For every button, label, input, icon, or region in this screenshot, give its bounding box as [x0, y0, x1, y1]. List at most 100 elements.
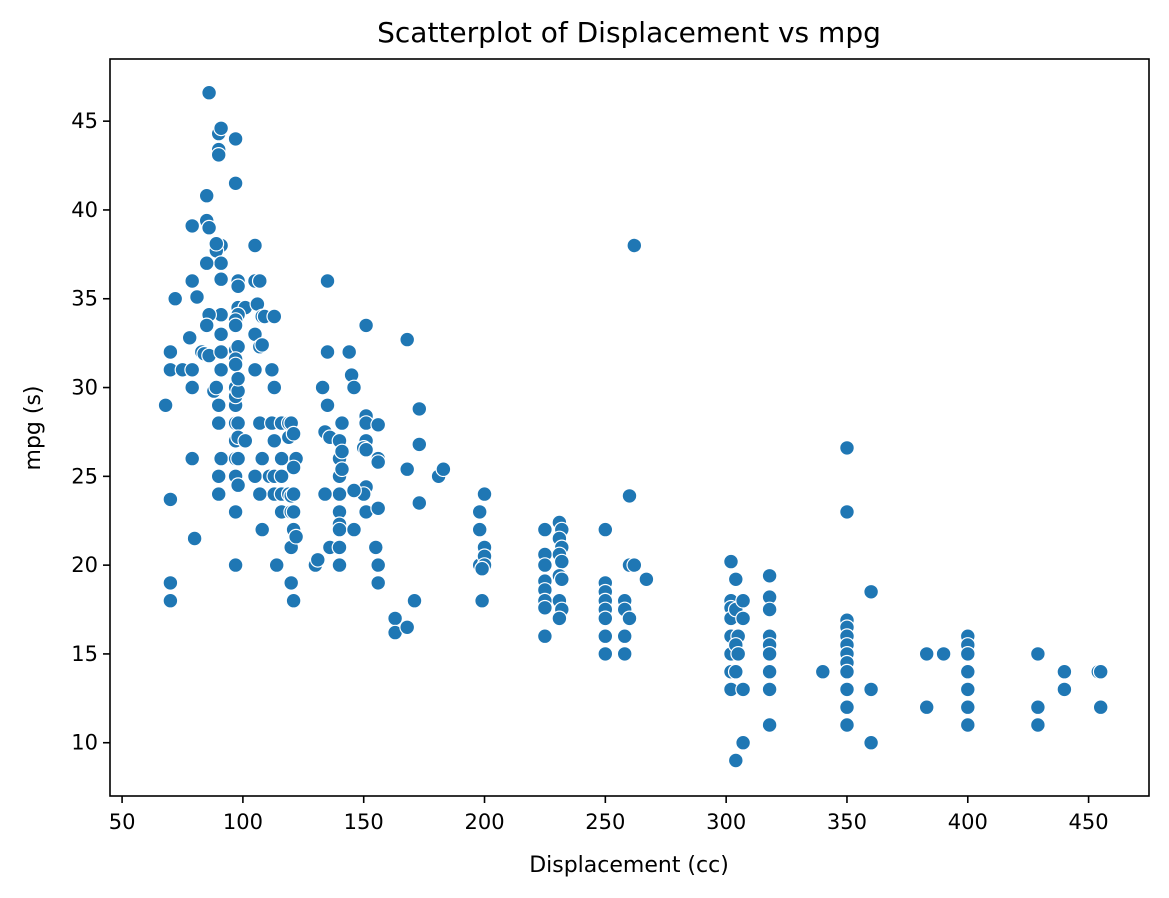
chart-title: Scatterplot of Displacement vs mpg	[377, 16, 881, 49]
x-tick-label: 100	[223, 810, 263, 834]
data-point	[210, 415, 227, 432]
data-point	[863, 583, 879, 600]
data-point	[735, 592, 751, 609]
data-point	[553, 571, 570, 588]
data-point	[761, 646, 778, 662]
data-point	[723, 553, 739, 570]
data-point	[863, 681, 879, 698]
data-point	[334, 443, 350, 460]
data-point	[411, 401, 428, 417]
data-point	[213, 120, 230, 137]
data-point	[181, 329, 198, 346]
data-point	[471, 504, 488, 520]
data-point	[213, 344, 230, 360]
data-point	[314, 379, 331, 396]
data-point	[285, 592, 302, 609]
data-point	[761, 681, 778, 698]
data-point	[213, 255, 230, 272]
data-point	[341, 344, 358, 360]
data-point	[761, 601, 778, 618]
data-point	[387, 610, 404, 627]
data-point	[319, 273, 336, 289]
data-point	[162, 592, 179, 609]
x-tick-label: 350	[827, 810, 867, 834]
data-point	[331, 521, 348, 538]
data-point	[210, 486, 227, 503]
data-point	[597, 628, 614, 645]
data-point	[331, 486, 348, 503]
x-tick-label: 400	[948, 810, 988, 834]
data-point	[273, 468, 290, 485]
data-point	[471, 521, 488, 538]
data-point	[761, 717, 778, 733]
data-point	[616, 628, 633, 645]
data-point	[283, 575, 300, 591]
data-point	[346, 379, 362, 396]
data-point	[537, 628, 553, 645]
data-point	[227, 356, 244, 373]
data-point	[198, 187, 215, 204]
y-axis-label: mpg (s)	[21, 386, 46, 471]
data-point	[213, 450, 230, 467]
data-point	[230, 477, 247, 494]
data-point	[309, 551, 326, 568]
data-point	[839, 504, 855, 520]
data-point	[839, 699, 855, 716]
data-point	[266, 308, 283, 325]
data-point	[210, 397, 227, 414]
data-point	[863, 734, 879, 751]
data-point	[184, 217, 201, 234]
data-point	[254, 337, 271, 353]
data-point	[266, 379, 283, 396]
data-point	[727, 752, 744, 769]
data-point	[727, 571, 744, 588]
plot-frame	[109, 58, 1150, 797]
data-point	[367, 539, 384, 556]
data-point	[268, 557, 285, 573]
data-point	[230, 278, 247, 295]
data-point	[1056, 663, 1073, 680]
data-point	[616, 646, 633, 662]
y-tick-label: 20	[71, 553, 98, 577]
data-point	[626, 237, 643, 254]
x-axis: 50 100 150 200 250 300 350 400 450	[109, 796, 1109, 834]
x-tick-label: 50	[109, 810, 136, 834]
data-point	[285, 486, 302, 503]
y-tick-label: 25	[71, 464, 98, 488]
data-point	[399, 331, 416, 348]
data-point	[597, 646, 614, 662]
data-point	[201, 219, 218, 236]
data-point	[553, 553, 570, 570]
data-point	[730, 646, 747, 662]
data-point	[254, 521, 271, 538]
data-point	[839, 681, 855, 698]
data-point	[247, 237, 263, 254]
data-point	[935, 646, 952, 662]
data-point	[735, 610, 751, 627]
data-point	[358, 441, 375, 458]
data-point	[285, 459, 302, 476]
data-point	[1029, 717, 1046, 733]
data-point	[285, 425, 302, 442]
data-point	[918, 646, 935, 662]
data-point	[435, 461, 452, 478]
data-point	[319, 397, 336, 414]
data-point	[761, 567, 778, 584]
data-point	[959, 699, 976, 716]
data-point	[959, 663, 976, 680]
data-point	[319, 344, 336, 360]
y-tick-label: 35	[71, 287, 98, 311]
data-point	[227, 130, 244, 147]
data-point	[184, 379, 201, 396]
data-point	[735, 681, 751, 698]
data-point	[251, 486, 268, 503]
data-point	[184, 361, 201, 378]
data-point	[162, 491, 179, 508]
data-point	[597, 521, 614, 538]
data-point	[317, 486, 333, 503]
data-point	[537, 557, 553, 573]
data-point	[210, 146, 227, 163]
data-point	[370, 500, 387, 517]
data-point	[237, 432, 254, 449]
